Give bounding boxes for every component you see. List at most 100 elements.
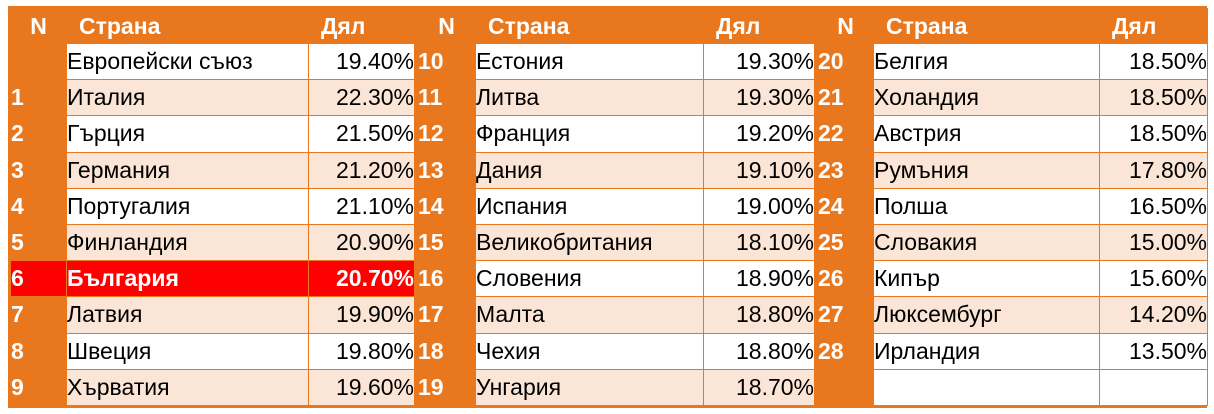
table-row: 5 Финландия 20.90%: [10, 223, 415, 262]
country-cell: Ирландия: [873, 332, 1100, 370]
share-cell: [1099, 368, 1208, 407]
share-cell: 14.20%: [1099, 296, 1208, 334]
rank-cell: 3: [10, 151, 67, 189]
table-row: 26 Кипър 15.60%: [817, 260, 1208, 298]
share-cell: 21.10%: [308, 187, 415, 225]
country-cell: Франция: [475, 115, 704, 153]
share-cell: 18.80%: [703, 332, 815, 370]
country-share-tables: N Страна Дял Европейски съюз 19.40% 1 Итали…: [8, 6, 1208, 408]
country-cell: Хърватия: [66, 368, 309, 407]
table-row: 14 Испания 19.00%: [417, 187, 815, 225]
table-row: 9 Хърватия 19.60%: [10, 368, 415, 407]
country-cell: Финландия: [66, 223, 309, 262]
header-row: N Страна Дял: [10, 8, 415, 44]
share-cell: 19.00%: [703, 187, 815, 225]
country-cell: Швеция: [66, 332, 309, 370]
table-row: 1 Италия 22.30%: [10, 79, 415, 117]
country-cell: Латвия: [66, 296, 309, 334]
header-row: N Страна Дял: [417, 8, 815, 44]
rank-cell: 24: [817, 187, 874, 225]
rank-cell: 27: [817, 296, 874, 334]
rank-cell: 14: [417, 187, 476, 225]
header-share: Дял: [1099, 8, 1208, 44]
table-row: 27 Люксембург 14.20%: [817, 296, 1208, 334]
country-cell: Холандия: [873, 79, 1100, 117]
share-cell: 18.50%: [1099, 79, 1208, 117]
country-cell: Малта: [475, 296, 704, 334]
header-n: N: [10, 8, 67, 44]
country-cell: Румъния: [873, 151, 1100, 189]
rank-cell: 23: [817, 151, 874, 189]
share-cell: 19.90%: [308, 296, 415, 334]
share-cell: 18.70%: [703, 368, 815, 407]
share-cell: 19.20%: [703, 115, 815, 153]
rank-cell: 25: [817, 223, 874, 262]
country-cell: Естония: [475, 42, 704, 81]
country-cell: Германия: [66, 151, 309, 189]
share-cell: 19.30%: [703, 79, 815, 117]
rank-cell: 10: [417, 42, 476, 81]
table-row: 4 Португалия 21.10%: [10, 187, 415, 225]
header-share: Дял: [308, 8, 415, 44]
country-cell: Италия: [66, 79, 309, 117]
rank-cell: 18: [417, 332, 476, 370]
rank-cell: 11: [417, 79, 476, 117]
table-row: 3 Германия 21.20%: [10, 151, 415, 189]
country-cell: Гърция: [66, 115, 309, 153]
country-cell: България: [66, 260, 309, 298]
header-country: Страна: [873, 8, 1100, 44]
share-cell: 19.80%: [308, 332, 415, 370]
table-row: 17 Малта 18.80%: [417, 296, 815, 334]
rank-cell: 28: [817, 332, 874, 370]
rank-cell: 26: [817, 260, 874, 298]
share-cell: 19.60%: [308, 368, 415, 407]
country-cell: Испания: [475, 187, 704, 225]
table-row: 10 Естония 19.30%: [417, 42, 815, 81]
rank-cell: 2: [10, 115, 67, 153]
table-block-1: N Страна Дял Европейски съюз 19.40% 1 Итали…: [10, 8, 415, 407]
header-share: Дял: [703, 8, 815, 44]
country-cell: Литва: [475, 79, 704, 117]
header-country: Страна: [66, 8, 309, 44]
rank-cell: 22: [817, 115, 874, 153]
country-cell: Великобритания: [475, 223, 704, 262]
share-cell: 13.50%: [1099, 332, 1208, 370]
rank-cell: 9: [10, 368, 67, 407]
table-row: 25 Словакия 15.00%: [817, 223, 1208, 262]
table-row: 11 Литва 19.30%: [417, 79, 815, 117]
header-country: Страна: [475, 8, 704, 44]
share-cell: 18.50%: [1099, 42, 1208, 81]
table-row: 18 Чехия 18.80%: [417, 332, 815, 370]
rank-cell: 4: [10, 187, 67, 225]
table-row: 7 Латвия 19.90%: [10, 296, 415, 334]
table-row: 24 Полша 16.50%: [817, 187, 1208, 225]
rank-cell: 8: [10, 332, 67, 370]
table-row: Европейски съюз 19.40%: [10, 42, 415, 81]
country-cell: Европейски съюз: [66, 42, 309, 81]
share-cell: 15.60%: [1099, 260, 1208, 298]
header-row: N Страна Дял: [817, 8, 1208, 44]
country-cell: Люксембург: [873, 296, 1100, 334]
rank-cell: 19: [417, 368, 476, 407]
table-row: 13 Дания 19.10%: [417, 151, 815, 189]
rank-cell: 17: [417, 296, 476, 334]
table-row: 21 Холандия 18.50%: [817, 79, 1208, 117]
table-row-highlighted: 6 България 20.70%: [10, 260, 415, 298]
share-cell: 18.50%: [1099, 115, 1208, 153]
rank-cell: [817, 368, 874, 407]
share-cell: 22.30%: [308, 79, 415, 117]
country-cell: [873, 368, 1100, 407]
table-row: 16 Словения 18.90%: [417, 260, 815, 298]
share-cell: 19.40%: [308, 42, 415, 81]
rank-cell: 20: [817, 42, 874, 81]
share-cell: 18.90%: [703, 260, 815, 298]
rank-cell: 1: [10, 79, 67, 117]
table-row: 8 Швеция 19.80%: [10, 332, 415, 370]
share-cell: 20.70%: [308, 260, 415, 298]
country-cell: Полша: [873, 187, 1100, 225]
table-block-2: N Страна Дял 10 Естония 19.30% 11 Литва 19.30…: [417, 8, 815, 407]
table-row: 19 Унгария 18.70%: [417, 368, 815, 407]
rank-cell: [10, 42, 67, 81]
share-cell: 19.30%: [703, 42, 815, 81]
rank-cell: 21: [817, 79, 874, 117]
